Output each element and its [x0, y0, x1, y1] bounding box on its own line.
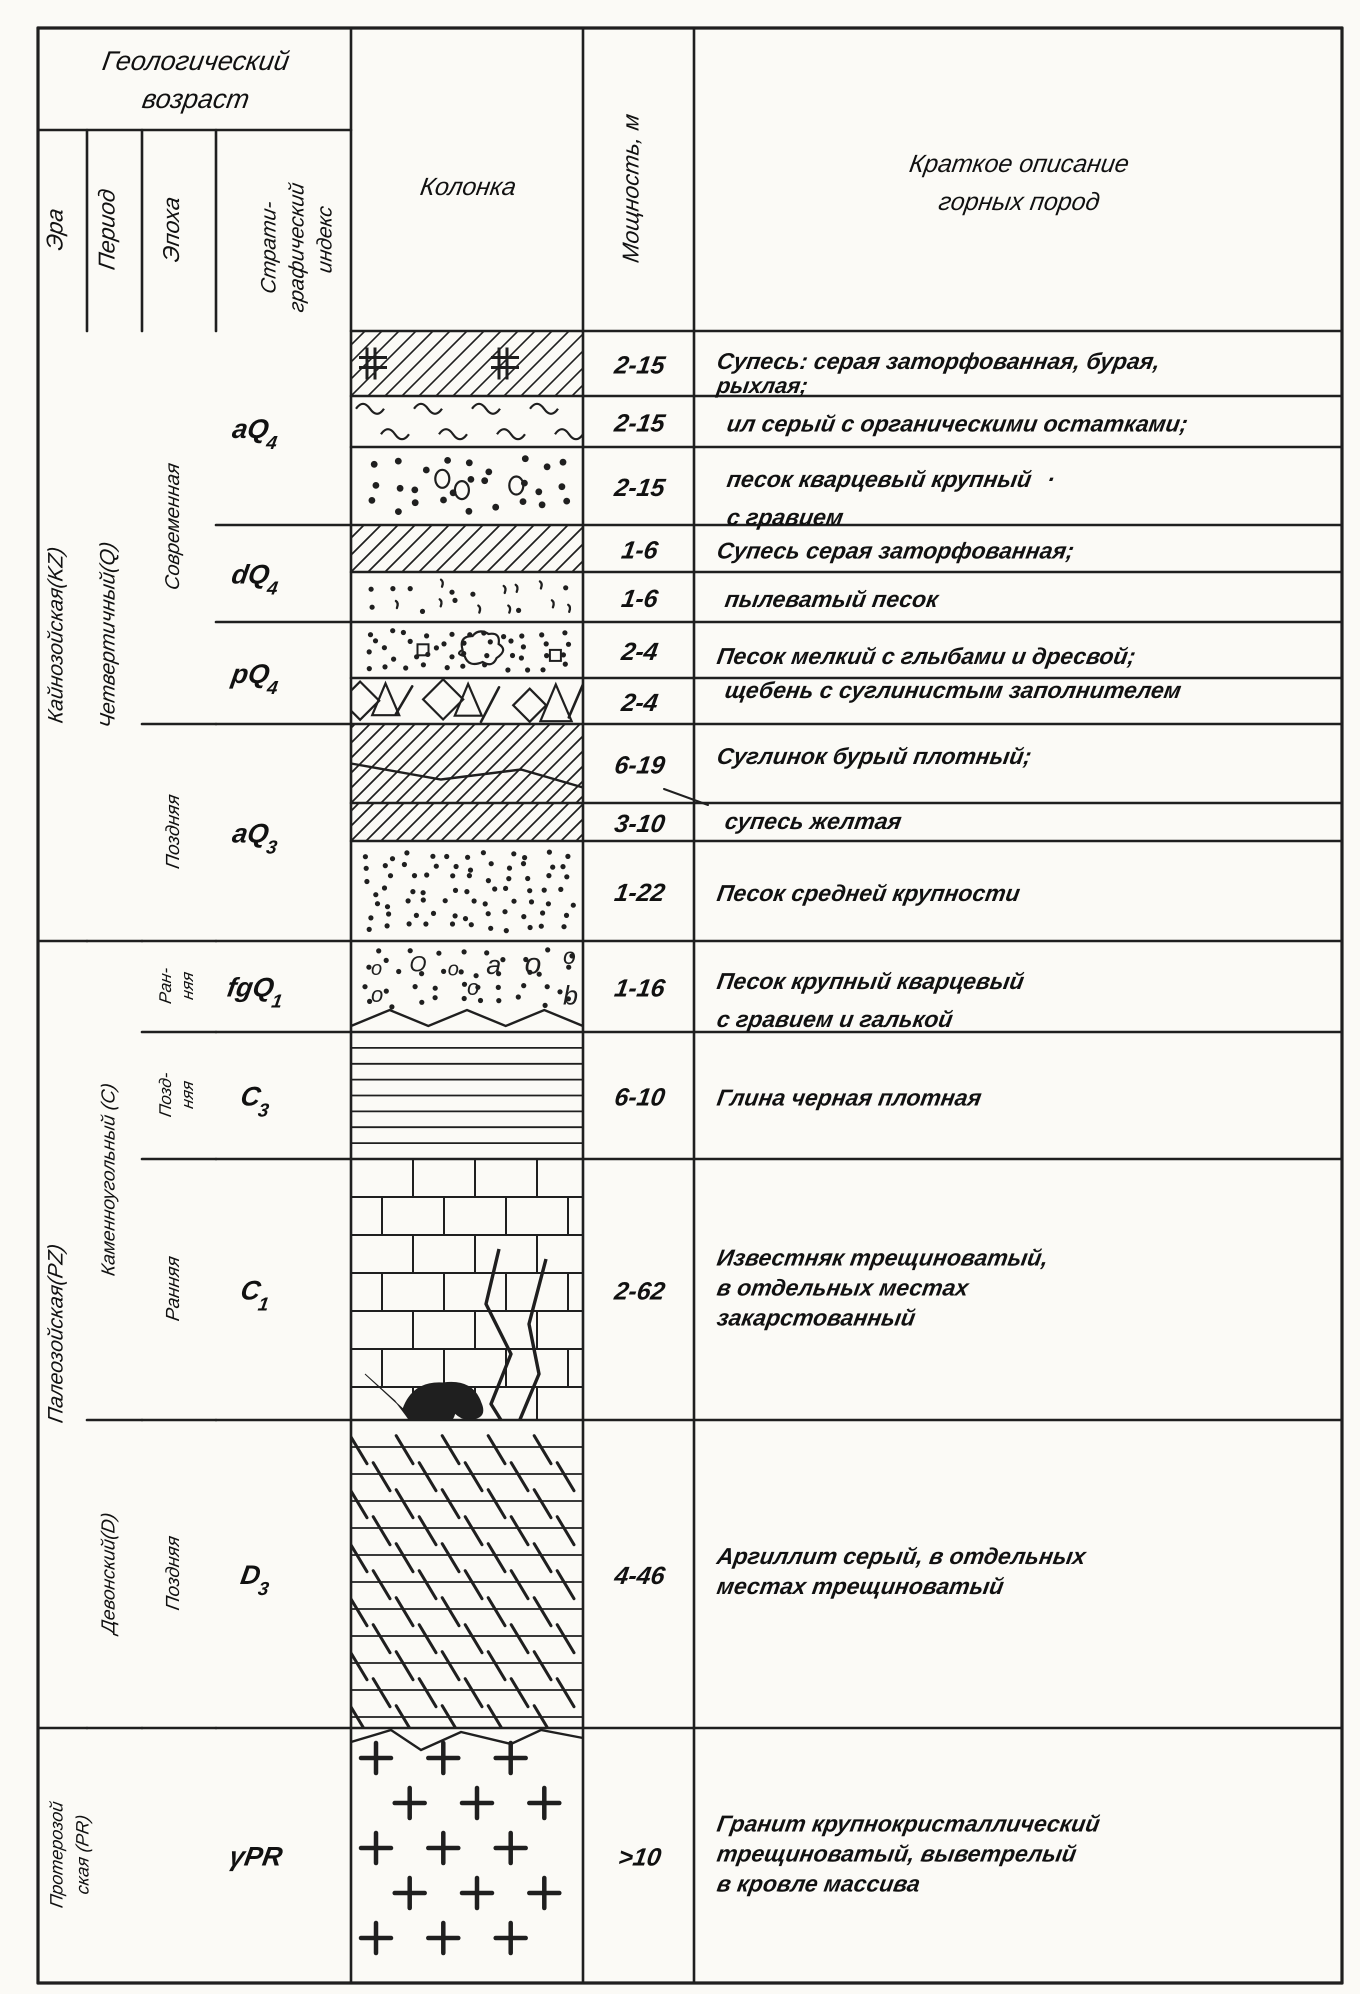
svg-text:Песок средней крупности: Песок средней крупности [715, 880, 1022, 906]
svg-text:графический: графический [286, 181, 309, 314]
svg-text:песок кварцевый крупный: песок кварцевый крупный [725, 466, 1033, 492]
svg-text:o: o [371, 982, 383, 1007]
svg-text:Гранит крупнокристаллический: Гранит крупнокристаллический [715, 1811, 1102, 1837]
svg-text:Мощность, м: Мощность, м [618, 112, 644, 264]
svg-text:Палеозойская(PZ): Палеозойская(PZ) [45, 1242, 68, 1424]
svg-text:2-15: 2-15 [612, 352, 668, 380]
svg-text:2-4: 2-4 [619, 689, 661, 717]
svg-text:Протерозой: Протерозой [47, 1800, 67, 1909]
svg-text:пылеватый песок: пылеватый песок [723, 586, 941, 612]
svg-text:6-10: 6-10 [613, 1084, 667, 1112]
svg-text:Кайнозойская(KZ): Кайнозойская(KZ) [45, 545, 68, 724]
svg-text:закарстованный: закарстованный [715, 1305, 917, 1331]
svg-text:>10: >10 [616, 1844, 663, 1872]
svg-text:трещиноватый, выветрелый: трещиноватый, выветрелый [715, 1841, 1078, 1867]
svg-text:b: b [563, 980, 578, 1010]
svg-text:Известняк трещиноватый,: Известняк трещиноватый, [715, 1245, 1050, 1271]
svg-text:Ран-: Ран- [156, 966, 175, 1005]
svg-text:3-10: 3-10 [613, 810, 667, 838]
svg-text:2-15: 2-15 [612, 410, 668, 438]
svg-text:2-62: 2-62 [612, 1278, 667, 1306]
svg-text:Эпоха: Эпоха [158, 195, 184, 264]
svg-text:Поздняя: Поздняя [163, 1534, 184, 1611]
svg-text:1-6: 1-6 [619, 537, 661, 565]
svg-text:6-19: 6-19 [613, 752, 667, 780]
svg-text:Суглинок бурый плотный;: Суглинок бурый плотный; [715, 743, 1033, 769]
svg-text:1-6: 1-6 [619, 585, 661, 613]
svg-text:o: o [448, 958, 459, 980]
svg-text:с гравием: с гравием [725, 504, 845, 530]
svg-text:Четвертичный(Q): Четвертичный(Q) [97, 540, 120, 730]
svg-text:Период: Период [94, 187, 120, 272]
svg-text:1-16: 1-16 [613, 975, 668, 1003]
svg-text:2-4: 2-4 [619, 638, 661, 666]
svg-text:с гравием и галькой: с гравием и галькой [715, 1006, 955, 1032]
svg-text:ил серый с органическими остат: ил серый с органическими остатками; [725, 411, 1190, 437]
svg-text:Девонский(D): Девонский(D) [99, 1511, 120, 1637]
svg-text:Супесь: серая заторфованная, б: Супесь: серая заторфованная, бурая, [715, 348, 1162, 374]
svg-text:2-15: 2-15 [612, 474, 668, 502]
svg-text:o: o [371, 958, 382, 980]
svg-text:Колонка: Колонка [418, 173, 518, 201]
svg-text:Геологический: Геологический [100, 45, 291, 76]
svg-text:в отдельных местах: в отдельных местах [715, 1275, 971, 1301]
svg-text:супесь желтая: супесь желтая [723, 808, 904, 834]
svg-text:в кровле массива: в кровле массива [715, 1871, 922, 1897]
svg-text:Песок крупный кварцевый: Песок крупный кварцевый [715, 968, 1026, 994]
svg-text:ская (PR): ская (PR) [73, 1813, 93, 1895]
svg-text:Эра: Эра [42, 206, 68, 252]
svg-text:щебень с суглинистым заполните: щебень с суглинистым заполнителем [723, 677, 1183, 703]
svg-text:няя: няя [178, 1079, 197, 1109]
svg-text:Современная: Современная [162, 461, 184, 591]
svg-text:рыхлая;: рыхлая; [714, 373, 810, 398]
svg-text:γPR: γPR [227, 1841, 285, 1872]
svg-text:Каменноугольный (C): Каменноугольный (C) [99, 1082, 120, 1278]
svg-text:Позд-: Позд- [156, 1071, 175, 1119]
svg-text:Страти-: Страти- [258, 200, 281, 296]
svg-text:Поздняя: Поздняя [163, 793, 184, 870]
svg-text:индекс: индекс [314, 204, 337, 275]
svg-text:Ранняя: Ранняя [163, 1255, 184, 1323]
svg-text:Супесь серая заторфованная;: Супесь серая заторфованная; [715, 538, 1076, 564]
svg-text:Краткое описание: Краткое описание [907, 150, 1131, 178]
svg-text:Глина черная плотная: Глина черная плотная [715, 1085, 984, 1111]
svg-text:горных пород: горных пород [937, 188, 1102, 216]
svg-text:местах трещиноватый: местах трещиноватый [715, 1573, 1005, 1599]
svg-text:Аргиллит серый, в отдельных: Аргиллит серый, в отдельных [714, 1543, 1089, 1569]
svg-text:возраст: возраст [140, 83, 252, 114]
svg-text:Песок мелкий с глыбами и дресв: Песок мелкий с глыбами и дресвой; [715, 643, 1137, 669]
svg-text:няя: няя [178, 970, 197, 1000]
svg-text:4-46: 4-46 [612, 1562, 668, 1590]
svg-text:1-22: 1-22 [613, 879, 667, 907]
